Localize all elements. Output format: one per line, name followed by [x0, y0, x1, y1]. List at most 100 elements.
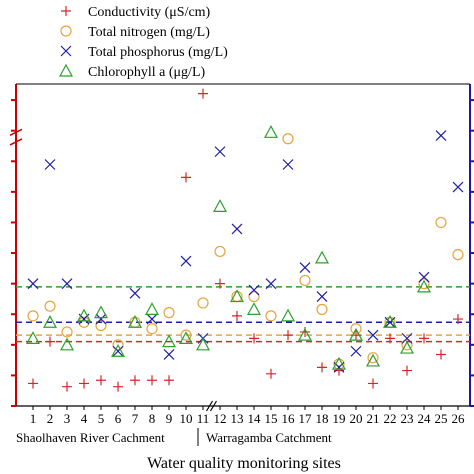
point-s4-site-4	[76, 308, 92, 322]
point-s1-site-15	[266, 368, 276, 379]
point-s4-site-23	[399, 340, 415, 354]
data-markers	[25, 88, 464, 392]
legend-marker-4	[58, 63, 74, 77]
point-s3-site-18	[316, 291, 328, 302]
point-s4-site-7	[127, 315, 143, 328]
point-s2-site-24	[418, 278, 430, 290]
point-s4-site-8	[144, 302, 160, 315]
point-s1-site-3	[62, 381, 72, 392]
x-tick-label-25: 25	[435, 411, 448, 426]
point-s3-site-5	[95, 313, 107, 325]
x-tick-label-15: 15	[265, 411, 278, 426]
x-tick-label-16: 16	[282, 411, 296, 426]
point-s3-site-14	[248, 284, 260, 296]
point-s2-site-15	[265, 310, 277, 322]
point-s4-site-24	[416, 279, 432, 293]
catchment-group-labels: Shaolhaven River Cachment Warragamba Catc…	[16, 428, 332, 446]
point-s1-site-4	[79, 378, 89, 389]
point-s1-site-11	[198, 88, 208, 99]
point-s3-site-17	[299, 262, 311, 273]
x-tick-label-4: 4	[81, 411, 88, 426]
point-s1-site-25	[436, 349, 446, 360]
x-axis-break-mark	[205, 400, 214, 412]
point-s1-site-14	[249, 333, 259, 344]
point-s2-site-9	[163, 307, 175, 319]
point-s1-site-7	[130, 375, 140, 386]
point-s2-site-17	[299, 274, 311, 287]
point-s4-site-11	[195, 337, 211, 351]
point-s3-site-1	[27, 278, 39, 290]
x-axis-title: Water quality monitoring sites	[147, 455, 341, 472]
point-s2-site-4	[78, 316, 90, 328]
x-tick-label-3: 3	[64, 411, 71, 426]
point-s4-site-21	[365, 353, 381, 367]
point-s3-site-9	[163, 349, 175, 360]
x-tick-label-5: 5	[98, 411, 105, 426]
point-s2-site-20	[350, 323, 362, 335]
point-s4-site-22	[382, 315, 398, 328]
point-s4-site-1	[25, 331, 41, 344]
x-tick-label-7: 7	[132, 411, 139, 426]
x-tick-label-13: 13	[231, 411, 244, 426]
x-tick-label-22: 22	[384, 411, 397, 426]
legend-marker-2	[60, 25, 72, 37]
x-tick-label-20: 20	[350, 411, 363, 426]
point-s1-site-26	[453, 314, 463, 325]
legend-label-1: Conductivity (μS/cm)	[88, 5, 211, 20]
point-s4-site-15	[263, 125, 279, 138]
point-s1-site-16	[283, 330, 293, 341]
x-axis-ticks: 1 2 3 4 5 6 7 8 9 10 11 12 13 14 15 16 17 18 19 20 21 22 23 24 2…	[30, 406, 465, 426]
x-tick-label-23: 23	[401, 411, 414, 426]
point-s1-site-2	[45, 336, 55, 347]
x-tick-label-18: 18	[316, 411, 329, 426]
axis-break-mark	[9, 128, 23, 136]
point-s3-site-13	[231, 223, 243, 235]
point-s3-site-12	[214, 146, 226, 158]
point-s3-site-26	[452, 181, 464, 193]
point-s1-site-8	[147, 375, 157, 386]
point-s4-site-16	[280, 308, 296, 322]
axis-break-mark	[9, 138, 23, 146]
point-s4-site-18	[314, 250, 330, 264]
x-tick-label-21: 21	[367, 411, 380, 426]
point-s3-site-21	[367, 329, 379, 341]
point-s2-site-6	[112, 339, 124, 351]
legend: Conductivity (μS/cm) Total nitrogen (mg/L…	[58, 5, 228, 80]
point-s1-site-10	[181, 172, 191, 183]
point-s4-site-14	[246, 302, 262, 315]
x-tick-label-2: 2	[47, 411, 54, 426]
group-label-1: Shaolhaven River Cachment	[16, 430, 165, 445]
point-s4-site-9	[161, 334, 177, 348]
point-s4-site-12	[212, 199, 228, 212]
point-s2-site-21	[367, 352, 379, 364]
point-s2-site-18	[316, 303, 328, 315]
point-s2-site-3	[61, 326, 73, 338]
point-s3-site-6	[112, 345, 124, 357]
point-s4-site-3	[59, 337, 75, 351]
point-s1-site-6	[113, 381, 123, 392]
point-s3-site-8	[146, 313, 158, 325]
point-s4-site-17	[297, 327, 313, 341]
point-s3-site-23	[401, 332, 413, 344]
point-s4-site-6	[110, 344, 126, 357]
legend-marker-3	[60, 45, 72, 57]
point-s3-site-3	[61, 278, 73, 290]
point-s1-site-1	[28, 378, 38, 389]
point-s3-site-15	[265, 278, 277, 290]
point-s2-site-11	[197, 297, 209, 309]
point-s1-site-13	[232, 310, 242, 321]
legend-label-3: Total phosphorus (mg/L)	[88, 45, 228, 60]
legend-label-2: Total nitrogen (mg/L)	[88, 25, 210, 40]
point-s2-site-5	[95, 319, 107, 332]
point-s1-site-18	[317, 362, 327, 373]
point-s2-site-12	[214, 245, 226, 258]
plot-frame	[9, 83, 474, 412]
x-tick-label-10: 10	[180, 411, 193, 426]
point-s2-site-10	[180, 329, 192, 341]
point-s1-site-12	[215, 278, 225, 289]
point-s3-site-25	[435, 130, 447, 141]
point-s2-site-8	[146, 323, 158, 335]
x-axis-break-mark	[209, 400, 218, 412]
group-label-2: Warragamba Catchment	[206, 430, 332, 445]
x-tick-label-11: 11	[197, 411, 210, 426]
